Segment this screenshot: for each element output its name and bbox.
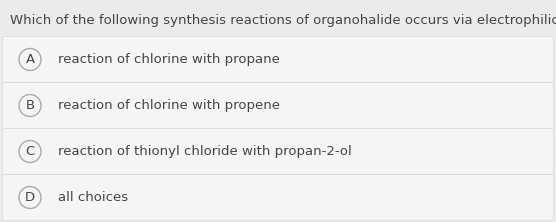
Text: reaction of thionyl chloride with propan-2-ol: reaction of thionyl chloride with propan… [58,145,352,158]
Text: reaction of chlorine with propane: reaction of chlorine with propane [58,53,280,66]
Ellipse shape [19,48,41,71]
Text: A: A [26,53,34,66]
Ellipse shape [19,95,41,117]
Text: all choices: all choices [58,191,128,204]
FancyBboxPatch shape [2,174,554,220]
Text: Which of the following synthesis reactions of organohalide occurs via electrophi: Which of the following synthesis reactio… [10,14,556,27]
Text: reaction of chlorine with propene: reaction of chlorine with propene [58,99,280,112]
Text: B: B [26,99,34,112]
Text: D: D [25,191,35,204]
Ellipse shape [19,141,41,163]
Ellipse shape [19,186,41,208]
FancyBboxPatch shape [2,36,554,83]
FancyBboxPatch shape [2,129,554,174]
Text: C: C [26,145,34,158]
FancyBboxPatch shape [2,83,554,129]
